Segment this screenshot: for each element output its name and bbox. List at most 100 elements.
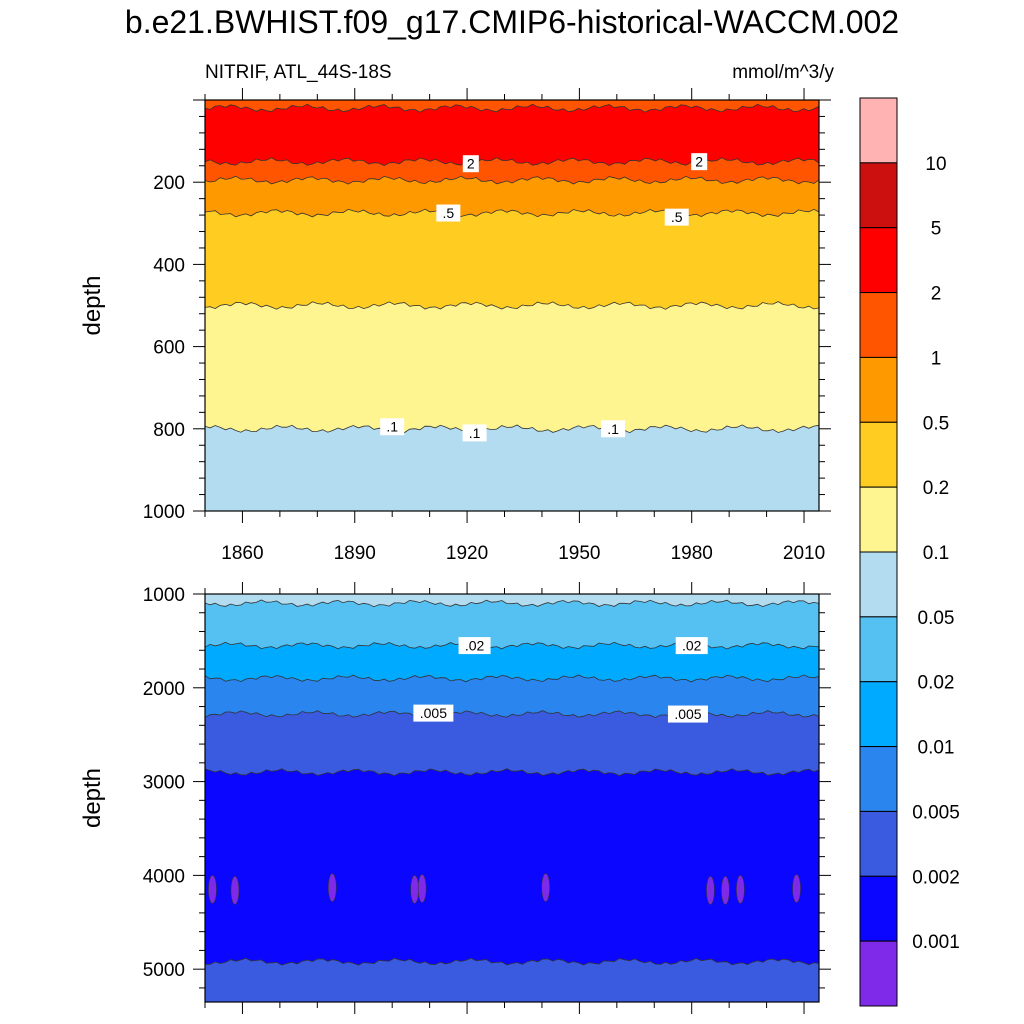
bottom-panel: .02 .02 .005 .005 1000 2000 3000 4000 5000 depth <box>79 582 831 1014</box>
contour-band <box>205 594 819 607</box>
minimum-spot <box>230 876 240 905</box>
contour-band <box>205 100 819 113</box>
contour-label-bg <box>462 155 479 173</box>
contour-label: .005 <box>674 706 701 722</box>
colorbar-swatch <box>859 810 898 877</box>
contour-label: .1 <box>469 425 481 441</box>
plot-frame <box>204 593 820 1003</box>
contour-label: .1 <box>386 419 398 435</box>
contour-label: .5 <box>443 205 455 221</box>
y-tick-label: 400 <box>153 255 185 276</box>
contour-band <box>205 157 819 185</box>
colorbar-swatch <box>859 486 898 553</box>
contour-band <box>205 209 819 310</box>
contour-label-bg <box>413 704 454 722</box>
colorbar-label: 1 <box>931 348 942 369</box>
contour-label-bg <box>380 418 405 436</box>
colorbar-swatch <box>859 97 898 164</box>
contour-line <box>205 103 819 113</box>
colorbar-label: 0.2 <box>923 478 949 499</box>
contour-band <box>205 710 819 776</box>
contour-line <box>205 641 819 650</box>
colorbar-label: 5 <box>931 219 942 240</box>
minimum-spot <box>417 874 427 903</box>
minimum-spot <box>792 874 801 903</box>
y-tick-label: 200 <box>153 173 185 194</box>
colorbar-swatch <box>859 227 898 294</box>
y-axis-title: depth <box>79 768 106 828</box>
colorbar-label: 2 <box>931 284 942 305</box>
minimum-spot <box>721 876 730 905</box>
contour-line <box>205 674 819 683</box>
contour-label-bg <box>664 208 689 226</box>
colorbar-label: 0.5 <box>923 413 949 434</box>
contour-label: .02 <box>682 638 702 654</box>
colorbar-label: 0.02 <box>918 673 955 694</box>
contour-band <box>205 301 819 433</box>
colorbar-label: 0.01 <box>918 738 955 759</box>
colorbar-swatch <box>859 551 898 618</box>
colorbar: 10 5 2 1 0.5 0.2 0.1 0.05 0.02 0.01 0.005 0.002 0.00… <box>859 97 960 1007</box>
contour-label-bg <box>675 637 708 655</box>
minimum-spot <box>736 875 745 904</box>
colorbar-swatch <box>859 162 898 229</box>
colorbar-label: 0.001 <box>912 932 960 953</box>
minimum-spot <box>327 873 337 902</box>
contour-label-bg <box>601 420 626 438</box>
contour-band <box>205 104 819 166</box>
contour-line <box>205 710 819 719</box>
x-tick-label: 2010 <box>783 543 825 564</box>
y-tick-label: 1000 <box>143 585 185 606</box>
contour-label: .5 <box>671 209 683 225</box>
contour-label-bg <box>691 153 708 171</box>
contour-line <box>205 424 819 434</box>
contour-label-bg <box>436 204 461 222</box>
contour-band <box>205 768 819 966</box>
contour-line <box>205 768 819 777</box>
contour-band <box>205 958 819 1002</box>
x-tick-label: 1890 <box>334 543 376 564</box>
chart-title: b.e21.BWHIST.f09_g17.CMIP6-historical-WA… <box>124 4 900 40</box>
contour-label: .1 <box>607 421 619 437</box>
contour-label-bg <box>462 424 487 442</box>
colorbar-label: 10 <box>925 154 946 175</box>
contour-line <box>205 208 819 218</box>
colorbar-swatch <box>859 940 898 1007</box>
y-axis-title: depth <box>79 275 106 335</box>
colorbar-swatch <box>859 681 898 748</box>
y-tick-label: 4000 <box>143 866 185 887</box>
contour-line <box>205 175 819 185</box>
colorbar-swatch <box>859 746 898 812</box>
contour-line <box>205 957 819 966</box>
units-label: mmol/m^3/y <box>732 62 834 83</box>
contour-band <box>205 600 819 649</box>
contour-label: 2 <box>467 156 475 172</box>
colorbar-swatch <box>859 292 898 358</box>
contour-line <box>205 599 819 608</box>
colorbar-label: 0.005 <box>912 802 960 823</box>
variable-region-label: NITRIF, ATL_44S-18S <box>205 62 392 83</box>
colorbar-label: 0.002 <box>912 867 960 888</box>
y-tick-label: 2000 <box>143 679 185 700</box>
minimum-spot <box>541 873 550 902</box>
colorbar-swatch <box>859 875 898 942</box>
minimum-spot <box>706 876 715 905</box>
colorbar-swatch <box>859 421 898 488</box>
x-tick-label: 1860 <box>221 543 263 564</box>
y-tick-label: 600 <box>153 338 185 359</box>
colorbar-swatch <box>859 356 898 423</box>
contour-band <box>205 176 819 217</box>
y-tick-label: 3000 <box>143 773 185 794</box>
colorbar-label: 0.05 <box>918 608 955 629</box>
colorbar-label: 0.1 <box>923 543 949 564</box>
minimum-spot <box>410 875 419 904</box>
x-tick-label: 1920 <box>446 543 488 564</box>
contour-label: .005 <box>420 705 447 721</box>
x-tick-label: 1950 <box>558 543 600 564</box>
contour-label: .02 <box>465 638 485 654</box>
y-tick-label: 800 <box>153 420 185 441</box>
colorbar-swatch <box>859 616 898 683</box>
contour-line <box>205 157 819 167</box>
contour-label-bg <box>458 637 491 655</box>
